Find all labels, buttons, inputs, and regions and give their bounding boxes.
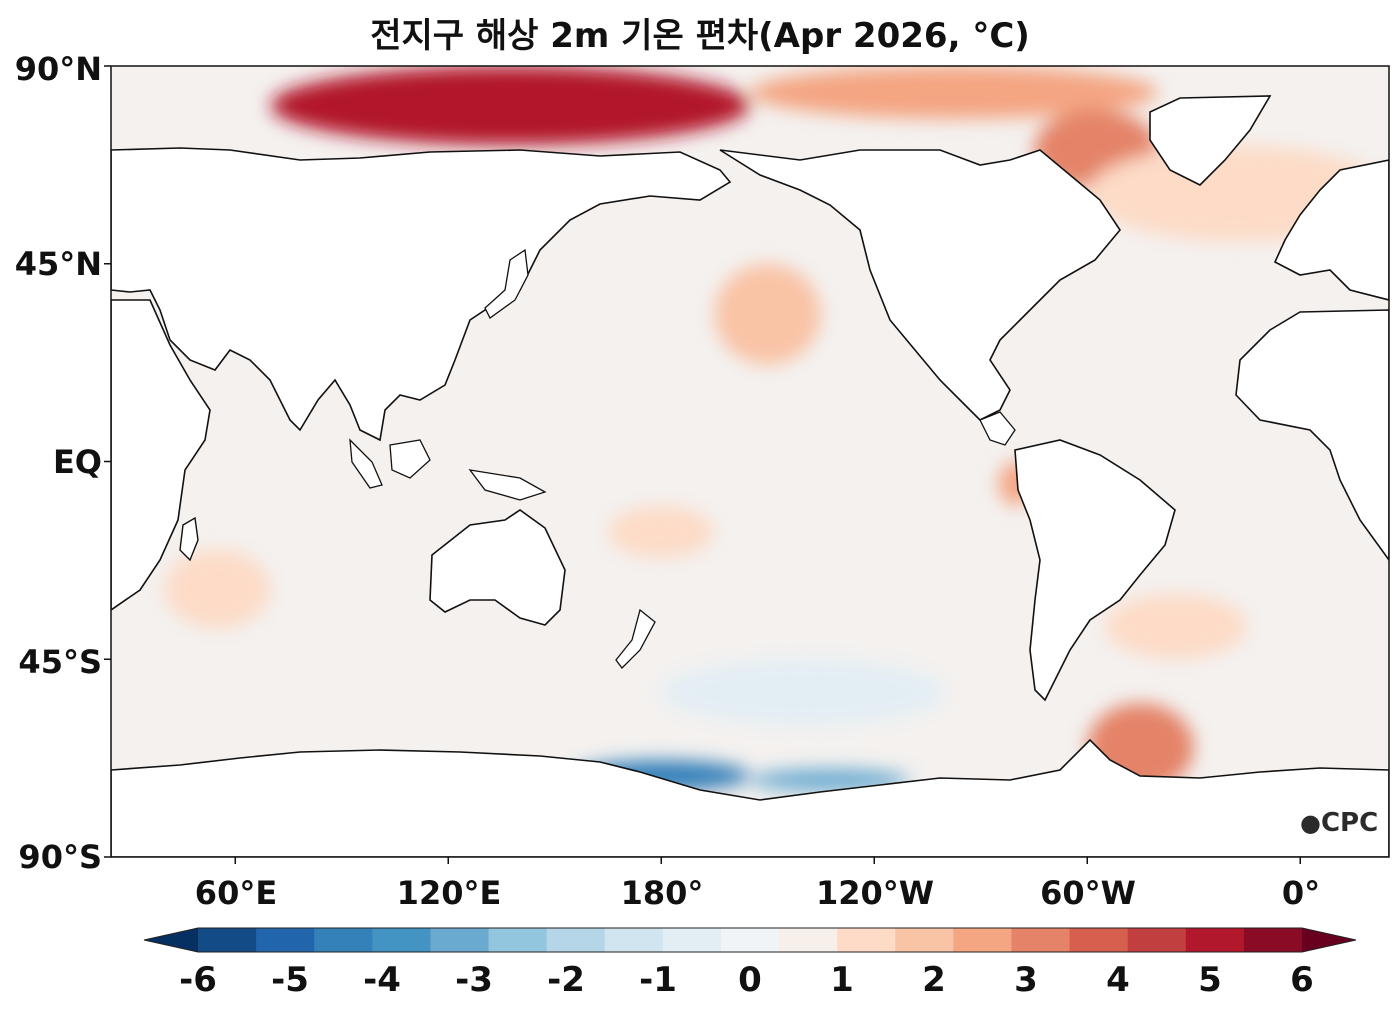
- colorbar-label-1: 1: [830, 960, 854, 1000]
- colorbar-extend-low: [144, 928, 198, 952]
- lat-label-90s: 90°S: [18, 838, 102, 876]
- land-antarctica: [111, 738, 1389, 857]
- colorbar-segment-7: [546, 928, 606, 952]
- colorbar-label-3: 3: [1014, 960, 1038, 1000]
- colorbar-segment-10: [720, 928, 780, 952]
- land-madagascar: [179, 516, 199, 562]
- land-north-america: [719, 149, 1121, 421]
- colorbar-segment-2: [256, 928, 315, 952]
- land-south-america: [1014, 439, 1176, 702]
- colorbar-outline: [143, 927, 1357, 953]
- colorbar-label-m2: -2: [547, 960, 585, 1000]
- lat-label-eq: EQ: [52, 443, 102, 481]
- lon-label-60e: 60°E: [194, 874, 278, 912]
- anomaly-arctic-pacific-warm: [750, 66, 1159, 119]
- colorbar-segment-19: [1243, 928, 1303, 952]
- colorbar-label-m1: -1: [639, 960, 677, 1000]
- land-newguinea: [468, 469, 547, 501]
- land-newzealand: [615, 608, 656, 669]
- lon-label-0: 0°: [1281, 874, 1321, 912]
- lat-label-45n: 45°N: [14, 245, 102, 283]
- colorbar: [143, 927, 1357, 953]
- colorbar-label-m6: -6: [179, 960, 217, 1000]
- chart-title: 전지구 해상 2m 기온 편차(Apr 2026, °C): [370, 16, 1030, 56]
- colorbar-label-6: 6: [1290, 960, 1314, 1000]
- colorbar-segment-6: [488, 928, 548, 952]
- anomaly-south-atlantic-warm: [1105, 593, 1247, 660]
- anomaly-south-pacific-warm: [608, 505, 715, 559]
- colorbar-label-0: 0: [738, 960, 762, 1000]
- land-masks: [111, 95, 1389, 857]
- anomaly-southern-ocean-cool: [661, 659, 946, 726]
- land-eurasia: [111, 147, 732, 442]
- anomaly-north-pacific-warm: [714, 263, 821, 365]
- colorbar-label-5: 5: [1198, 960, 1222, 1000]
- axis-ticks: [104, 65, 1301, 864]
- colorbar-segment-11: [779, 928, 838, 952]
- land-africa-west: [1235, 309, 1389, 562]
- colorbar-segment-15: [1011, 928, 1071, 952]
- anomaly-south-indian-warm: [164, 549, 271, 629]
- colorbar-segment-18: [1185, 928, 1245, 952]
- land-africa: [111, 299, 211, 611]
- colorbar-segment-17: [1127, 928, 1187, 952]
- land-australia: [429, 509, 566, 626]
- colorbar-segment-3: [314, 928, 373, 952]
- cpc-logo: ●CPC: [1300, 808, 1378, 838]
- colorbar-label-4: 4: [1106, 960, 1130, 1000]
- lon-label-180: 180°: [620, 874, 704, 912]
- colorbar-segment-13: [895, 928, 954, 952]
- colorbar-segment-5: [430, 928, 490, 952]
- logo-mark-icon: ●: [1300, 809, 1321, 837]
- colorbar-extend-high: [1302, 928, 1356, 952]
- colorbar-label-m3: -3: [455, 960, 493, 1000]
- land-greenland: [1149, 95, 1272, 186]
- lat-label-45s: 45°S: [18, 643, 102, 681]
- lon-label-60w: 60°W: [1040, 874, 1136, 912]
- colorbar-label-m4: -4: [363, 960, 401, 1000]
- lat-label-90n: 90°N: [14, 50, 102, 88]
- colorbar-label-2: 2: [922, 960, 946, 1000]
- colorbar-segment-9: [662, 928, 722, 952]
- colorbar-segment-12: [837, 928, 896, 952]
- logo-text: CPC: [1320, 808, 1379, 838]
- colorbar-segment-8: [604, 928, 664, 952]
- colorbar-segment-1: [198, 928, 257, 952]
- colorbar-label-m5: -5: [271, 960, 309, 1000]
- colorbar-segment-16: [1069, 928, 1129, 952]
- land-sumatra: [349, 438, 383, 489]
- lon-label-120w: 120°W: [815, 874, 935, 912]
- colorbar-segment-14: [953, 928, 1012, 952]
- colorbar-segment-4: [372, 928, 431, 952]
- lon-label-120e: 120°E: [396, 874, 502, 912]
- land-central-america: [979, 411, 1016, 446]
- land-europe-east: [1273, 159, 1389, 301]
- land-japan: [484, 248, 529, 319]
- anomaly-arctic-siberia-warm: [270, 66, 750, 146]
- land-borneo: [389, 439, 431, 479]
